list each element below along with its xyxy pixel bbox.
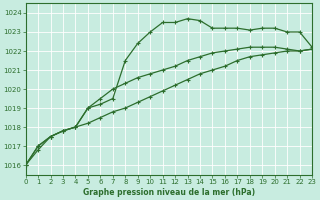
X-axis label: Graphe pression niveau de la mer (hPa): Graphe pression niveau de la mer (hPa) bbox=[83, 188, 255, 197]
